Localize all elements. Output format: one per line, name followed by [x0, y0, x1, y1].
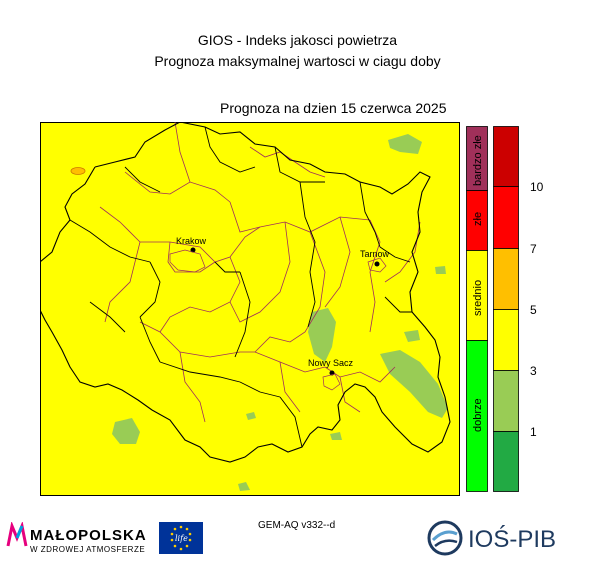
value-legend [493, 126, 519, 492]
legend-dobrze-swatch [466, 340, 488, 492]
legend-bin-swatch [493, 186, 519, 249]
map-background [40, 122, 460, 496]
good-air-patches [112, 134, 448, 491]
legend-label-dobrze: dobrze [472, 398, 484, 432]
map-subtitle: Prognoza maksymalnej wartosci w ciagu do… [154, 53, 441, 69]
county-boundaries [69, 126, 412, 448]
malopolska-logo-icon [6, 522, 28, 547]
legend-label-bardzo-zle: bardzo złe [472, 135, 484, 186]
category-legend [466, 126, 488, 492]
legend-bin-swatch [493, 431, 519, 492]
model-version: GEM-AQ v332--d [258, 520, 336, 531]
city-label: Nowy Sacz [308, 358, 354, 368]
legend-bin-swatch [493, 126, 519, 187]
city-tarnow: Tarnow [360, 249, 390, 273]
city-marker [374, 261, 380, 267]
malopolska-name: MAŁOPOLSKA [30, 527, 147, 544]
legend-tick: 10 [530, 180, 544, 194]
legend-bin-swatch [493, 370, 519, 432]
legend-tick: 1 [530, 425, 537, 439]
forecast-date: Prognoza na dzien 15 czerwca 2025 [220, 100, 447, 116]
air-quality-map: Krakow Tarnow Nowy Sacz [40, 122, 460, 496]
ios-pib-logo-icon [427, 520, 463, 556]
ios-pib-name: IOŚ-PIB [468, 526, 557, 553]
city-marker [190, 247, 196, 253]
city-krakow: Krakow [169, 236, 207, 273]
legend-tick: 3 [530, 364, 537, 378]
legend-tick: 5 [530, 303, 537, 317]
region-boundary [40, 122, 451, 463]
moderate-patch [70, 167, 86, 175]
legend-bin-swatch [493, 248, 519, 310]
legend-bin-swatch [493, 309, 519, 371]
legend-tick: 7 [530, 242, 537, 256]
eu-life-text: life [175, 534, 188, 543]
city-nowy-sacz: Nowy Sacz [308, 358, 354, 391]
district-boundaries [99, 122, 421, 423]
city-label: Krakow [176, 236, 207, 246]
eu-life-logo: life [159, 522, 203, 554]
legend-label-zle: złe [472, 211, 484, 226]
map-title: GIOS - Indeks jakosci powietrza [197, 32, 398, 48]
city-label: Tarnow [360, 249, 390, 259]
legend-label-srednio: srednio [472, 279, 484, 316]
malopolska-slogan: W ZDROWEJ ATMOSFERZE [30, 545, 146, 554]
